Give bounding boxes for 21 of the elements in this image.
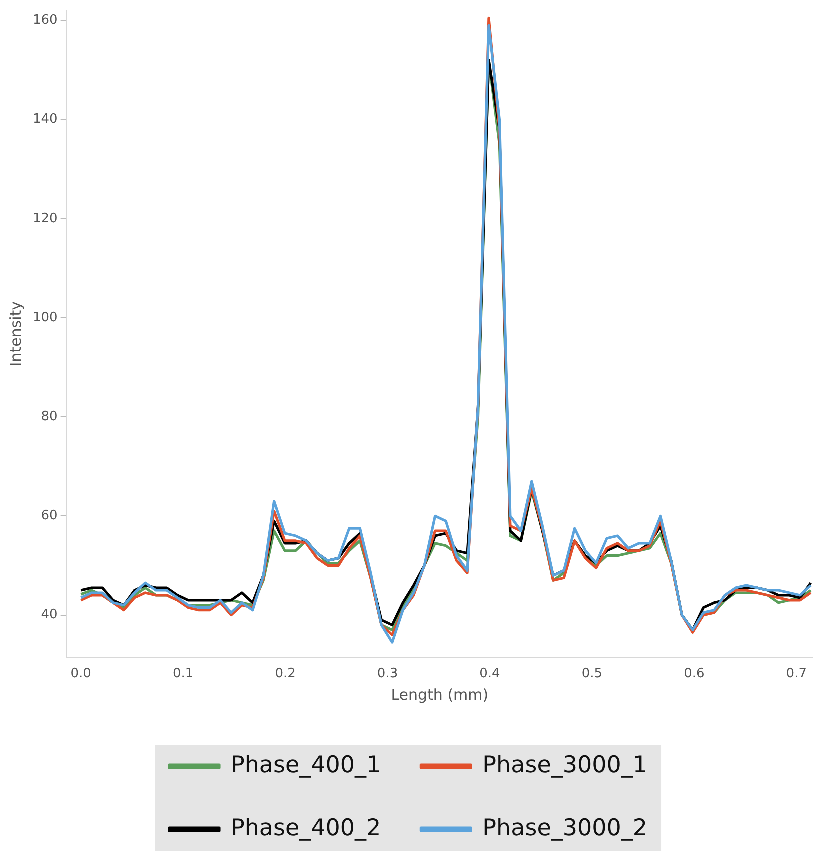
x-axis-title: Length (mm) (391, 686, 489, 704)
y-tick-label: 160 (32, 13, 58, 28)
legend-label: Phase_400_2 (230, 815, 382, 842)
x-tick-label: 0.5 (582, 666, 603, 682)
x-tick-label: 0.0 (70, 666, 92, 682)
legend-label: Phase_3000_1 (482, 752, 648, 778)
legend-label: Phase_400_1 (230, 752, 382, 778)
y-axis-title: Intensity (6, 301, 25, 367)
y-tick-label: 80 (41, 409, 58, 424)
y-tick-label: 140 (32, 112, 58, 128)
x-tick-label: 0.7 (786, 666, 807, 682)
x-tick-label: 0.1 (172, 666, 194, 682)
x-tick-label: 0.4 (480, 666, 500, 682)
y-tick-label: 120 (32, 211, 58, 226)
y-tick-label: 60 (41, 508, 58, 524)
x-tick-label: 0.2 (275, 666, 296, 682)
x-tick-label: 0.3 (377, 666, 398, 682)
y-tick-label: 100 (32, 310, 58, 326)
y-tick-label: 40 (41, 608, 58, 623)
legend-label: Phase_3000_2 (482, 815, 648, 842)
x-tick-label: 0.6 (684, 666, 705, 682)
